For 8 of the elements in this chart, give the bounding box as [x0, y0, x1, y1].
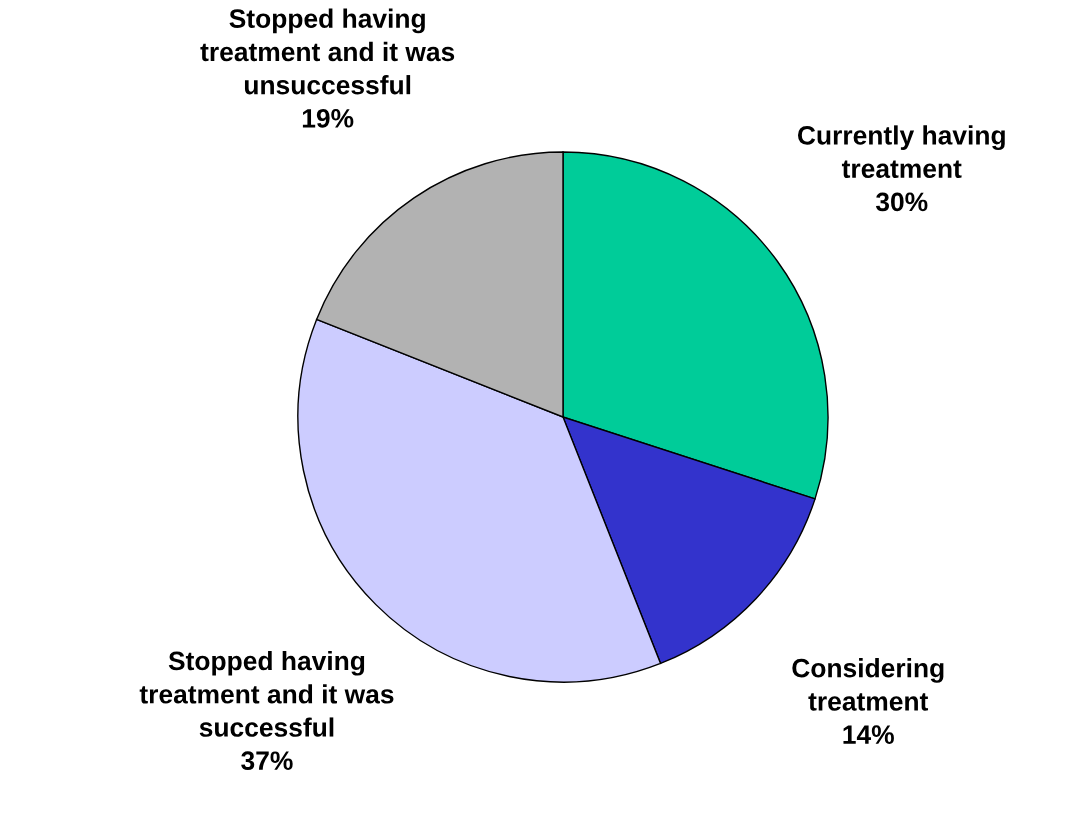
- data-label: 19%: [302, 108, 354, 128]
- slice-label: Stopped having treatment and it was unsuccessful: [200, 8, 455, 95]
- data-label: 30%: [875, 192, 928, 212]
- slice-label: Stopped having treatment and it was successful: [139, 650, 394, 737]
- data-label: 37%: [241, 751, 293, 771]
- data-label: 14%: [843, 725, 894, 744]
- slice-label: Considering treatment: [792, 658, 944, 711]
- slice-label: Currently having treatment: [797, 125, 1005, 179]
